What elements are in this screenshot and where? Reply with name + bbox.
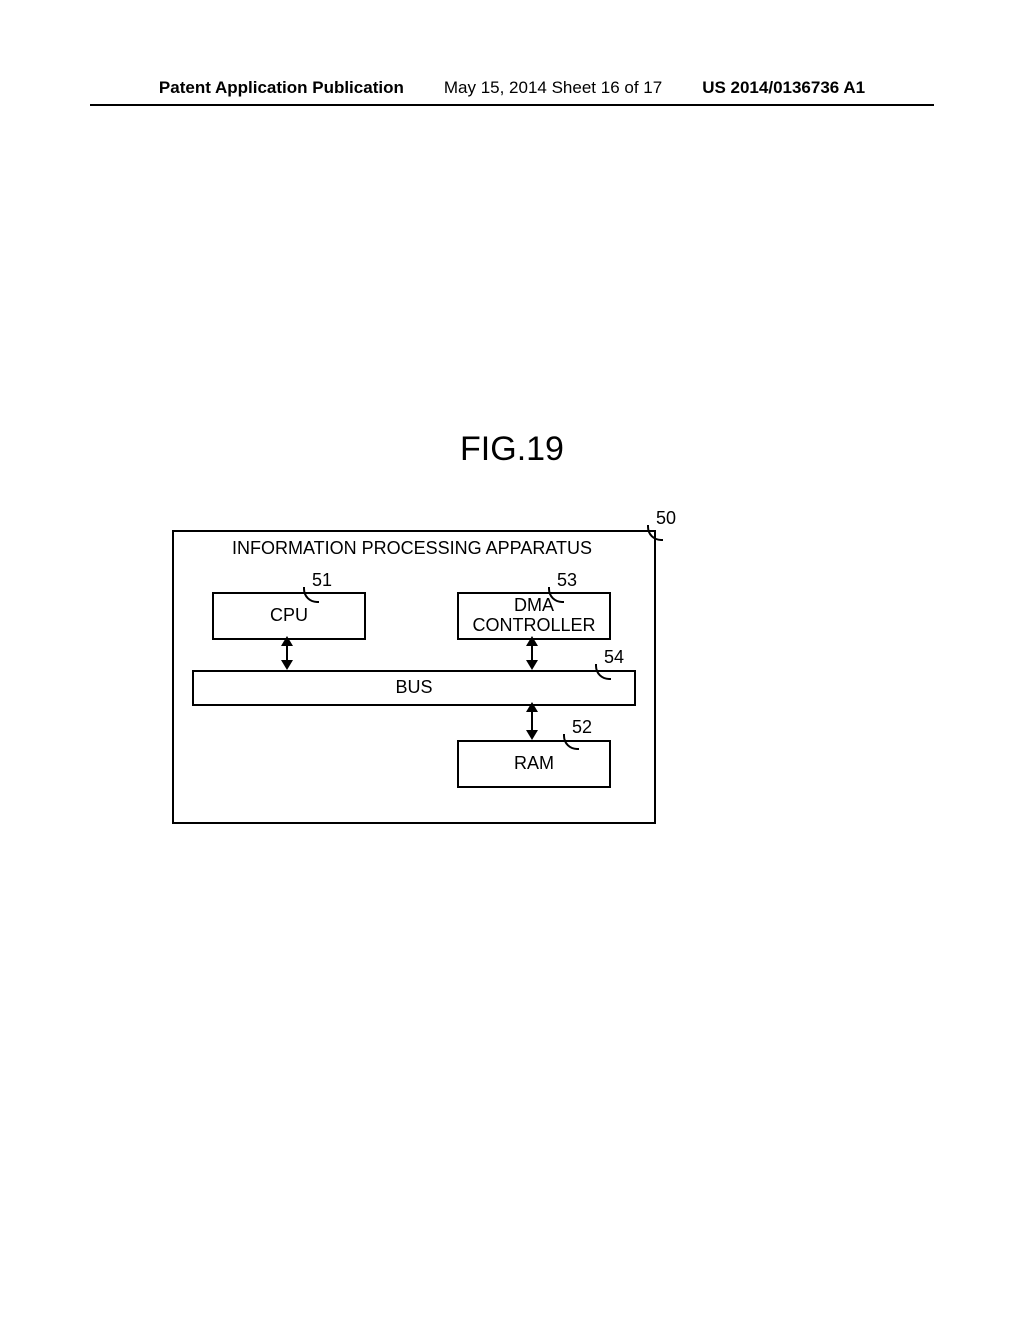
arrow-bus-ram (525, 702, 539, 740)
ref-50: 50 (656, 508, 676, 529)
header-mid: May 15, 2014 Sheet 16 of 17 (444, 78, 662, 98)
ref-54: 54 (604, 647, 624, 668)
header-left: Patent Application Publication (159, 78, 404, 98)
outer-box-title: INFORMATION PROCESSING APPARATUS (172, 538, 652, 559)
dma-block: DMACONTROLLER (457, 592, 611, 640)
header-right: US 2014/0136736 A1 (702, 78, 865, 98)
page-header: Patent Application Publication May 15, 2… (0, 78, 1024, 98)
bus-block: BUS (192, 670, 636, 706)
arrow-dma-bus (525, 636, 539, 670)
ref-53: 53 (557, 570, 577, 591)
figure-title: FIG.19 (0, 430, 1024, 469)
header-rule (90, 104, 934, 106)
block-diagram: INFORMATION PROCESSING APPARATUS CPU DMA… (172, 530, 672, 820)
cpu-block: CPU (212, 592, 366, 640)
ref-52: 52 (572, 717, 592, 738)
ram-block: RAM (457, 740, 611, 788)
arrow-cpu-bus (280, 636, 294, 670)
ref-51: 51 (312, 570, 332, 591)
